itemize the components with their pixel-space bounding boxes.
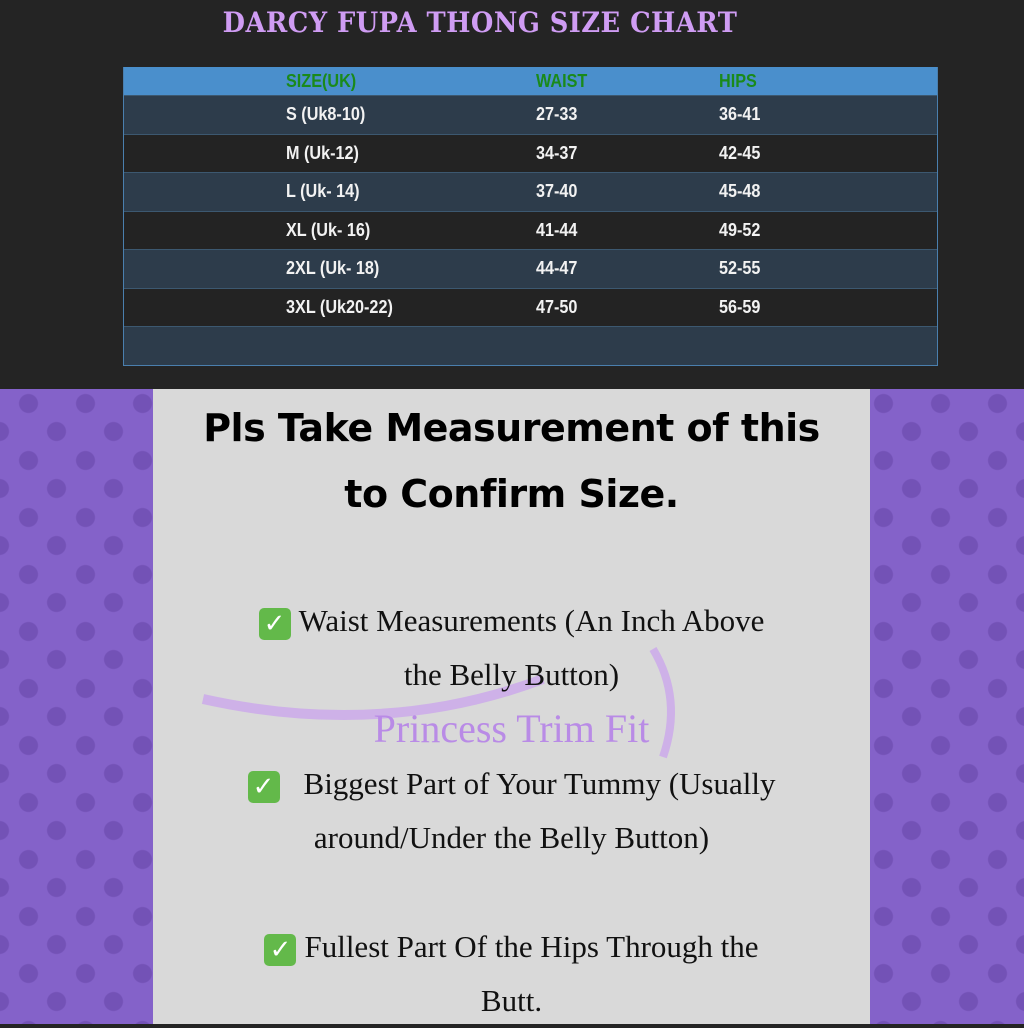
size-cell: XL (Uk- 16): [286, 219, 371, 240]
item-text: Fullest Part Of the Hips Through the: [304, 929, 759, 964]
hips-cell: 45-48: [719, 181, 761, 202]
item-text: Butt.: [480, 983, 543, 1018]
hips-cell: 49-52: [719, 219, 761, 240]
hips-cell: 36-41: [719, 104, 761, 125]
instruction-item-tummy: ✓ Biggest Part of Your Tummy (Usually aro…: [153, 757, 870, 865]
header-hips: HIPS: [719, 70, 757, 91]
watermark-text: Princess Trim Fit: [373, 706, 650, 751]
hips-cell: 56-59: [719, 296, 761, 317]
hips-cell: 52-55: [719, 258, 761, 279]
measurement-heading: Pls Take Measurement of this to Confirm …: [153, 395, 870, 527]
waist-cell: 44-47: [536, 258, 578, 279]
item-text: around/Under the Belly Button): [313, 820, 710, 855]
item-text: Waist Measurements (An Inch Above: [298, 603, 765, 638]
table-header-row: SIZE(UK) WAIST HIPS: [124, 67, 937, 95]
measurement-panel: Princess Trim Fit Pls Take Measurement o…: [153, 389, 870, 1024]
table-row: S (Uk8-10) 27-33 36-41: [124, 95, 937, 134]
heading-line-1: Pls Take Measurement of this: [203, 406, 820, 450]
instruction-item-waist: ✓ Waist Measurements (An Inch Above the B…: [153, 594, 870, 702]
size-cell: 2XL (Uk- 18): [286, 258, 380, 279]
size-cell: L (Uk- 14): [286, 181, 360, 202]
check-mark-icon: ✓: [247, 770, 280, 803]
hips-cell: 42-45: [719, 142, 761, 163]
table-row: 2XL (Uk- 18) 44-47 52-55: [124, 249, 937, 288]
chart-title: DARCY FUPA THONG SIZE CHART: [222, 6, 738, 39]
item-text: Biggest Part of Your Tummy (Usually: [303, 766, 776, 801]
table-row: M (Uk-12) 34-37 42-45: [124, 133, 937, 172]
waist-cell: 27-33: [536, 104, 578, 125]
check-mark-icon: ✓: [264, 933, 297, 966]
header-waist: WAIST: [536, 70, 588, 91]
header-size: SIZE(UK): [286, 70, 357, 91]
waist-cell: 34-37: [536, 142, 578, 163]
table-empty-row: [124, 326, 937, 365]
watermark-logo-swoosh: [201, 646, 675, 759]
table-row: 3XL (Uk20-22) 47-50 56-59: [124, 287, 937, 326]
instruction-item-hips: ✓ Fullest Part Of the Hips Through the Bu…: [153, 920, 870, 1028]
item-text: the Belly Button): [403, 657, 620, 692]
waist-cell: 41-44: [536, 219, 578, 240]
waist-cell: 47-50: [536, 296, 578, 317]
size-table: SIZE(UK) WAIST HIPS S (Uk8-10) 27-33 36-41…: [123, 67, 938, 366]
waist-cell: 37-40: [536, 181, 578, 202]
check-mark-icon: ✓: [258, 607, 291, 640]
heading-line-2: to Confirm Size.: [344, 472, 679, 516]
size-cell: M (Uk-12): [286, 142, 359, 163]
size-chart-section: DARCY FUPA THONG SIZE CHART SIZE(UK) WAI…: [0, 0, 1024, 389]
size-cell: 3XL (Uk20-22): [286, 296, 393, 317]
table-row: L (Uk- 14) 37-40 45-48: [124, 172, 937, 211]
table-row: XL (Uk- 16) 41-44 49-52: [124, 210, 937, 249]
size-cell: S (Uk8-10): [286, 104, 366, 125]
